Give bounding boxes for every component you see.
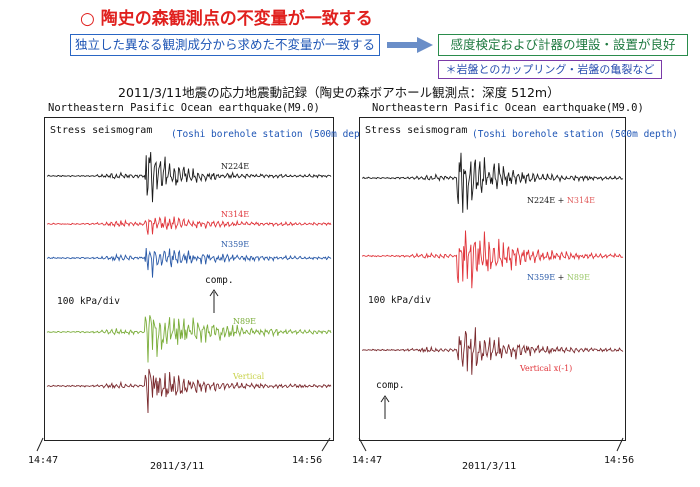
left-time-end: 14:56 <box>292 455 323 466</box>
series-label-part: + <box>557 196 565 205</box>
series-label: N359E <box>221 240 250 249</box>
series-trace <box>362 152 624 213</box>
series-trace <box>46 247 332 278</box>
series-trace <box>46 151 332 203</box>
left-panel-station: (Toshi borehole station (500m depth) <box>171 129 377 140</box>
note-box: ＊岩盤とのカップリング・岩盤の亀裂など <box>438 60 662 79</box>
series-label-part: + <box>557 273 565 282</box>
series-trace <box>46 216 332 235</box>
arrow-right-icon <box>387 37 433 53</box>
series-trace <box>362 327 624 375</box>
scale-label: 100 kPa/div <box>368 295 431 306</box>
right-statement-box: 感度検定および計器の埋設・設置が良好 <box>438 34 688 56</box>
series-trace <box>46 315 332 363</box>
series-trace <box>361 230 624 289</box>
series-label: Vertical x(-1) <box>520 364 573 373</box>
right-panel-title: Northeastern Pasific Ocean earthquake(M9… <box>372 102 644 114</box>
left-panel-head: Stress seismogram <box>50 125 153 136</box>
series-label-part: N314E <box>566 196 596 205</box>
series-trace <box>46 368 332 414</box>
right-panel-station: (Toshi borehole station (500m depth) <box>472 129 678 140</box>
right-time-start: 14:47 <box>352 455 383 466</box>
right-panel-head: Stress seismogram <box>365 125 468 136</box>
series-label-part: N224E <box>527 196 556 205</box>
series-label-part: N359E <box>527 273 556 282</box>
comp-label: comp. <box>376 380 405 391</box>
series-label: N359E + N89E <box>527 273 590 282</box>
scale-label: 100 kPa/div <box>57 296 120 307</box>
right-time-end: 14:56 <box>604 455 635 466</box>
series-label: N89E <box>233 317 257 326</box>
series-label-part: N89E <box>566 273 590 282</box>
right-trace-area <box>361 152 624 375</box>
left-panel-title: Northeastern Pasific Ocean earthquake(M9… <box>48 102 320 114</box>
comp-arrow-icon <box>209 289 219 313</box>
series-label: Vertical <box>233 372 265 381</box>
left-date-label: 2011/3/11 <box>150 461 205 472</box>
left-time-start: 14:47 <box>28 455 59 466</box>
comp-arrow-icon <box>380 395 390 419</box>
left-seismogram-panel: Stress seismogram (Toshi borehole statio… <box>44 117 377 441</box>
left-trace-area <box>46 151 332 414</box>
series-label: N314E <box>221 210 250 219</box>
comp-label: comp. <box>205 275 234 286</box>
headline: ○ 陶史の森観測点の不変量が一致する <box>80 9 373 29</box>
series-label: N224E + N314E <box>527 196 595 205</box>
right-seismogram-panel: Stress seismogram (Toshi borehole statio… <box>359 117 678 441</box>
right-date-label: 2011/3/11 <box>462 461 517 472</box>
figure-subtitle: 2011/3/11地震の応力地震動記録（陶史の森ボアホール観測点：深度 512m… <box>118 85 560 100</box>
left-statement-box: 独立した異なる観測成分から求めた不変量が一致する <box>70 34 380 56</box>
series-label: N224E <box>221 162 250 171</box>
